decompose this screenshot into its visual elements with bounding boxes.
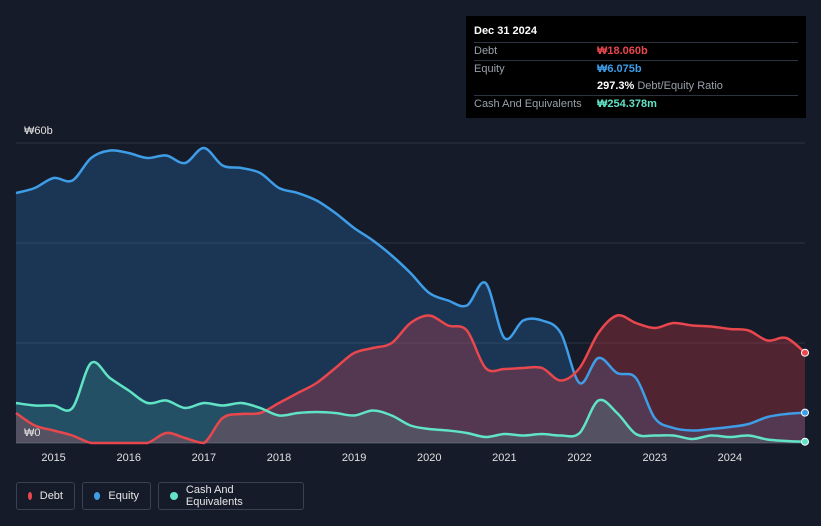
legend-item-cash[interactable]: Cash And Equivalents [158,482,304,510]
series-lines [15,146,806,445]
tooltip-row-equity: Equity ₩6.075b [474,60,798,78]
x-tick-label: 2023 [642,452,666,464]
grid-lines [16,142,805,444]
cash-and-equivalents-line [15,360,806,443]
legend-item-debt[interactable]: Debt [16,482,75,510]
debt-end-marker [801,348,809,357]
x-tick-label: 2021 [492,452,516,464]
cash-dot-icon [170,492,178,500]
series-end-markers [801,348,809,446]
tooltip-label: Equity [474,63,505,75]
x-tick-label: 2019 [342,452,366,464]
tooltip-cash-value: ₩254.378m [597,98,657,110]
data-tooltip: Dec 31 2024 Debt ₩18.060b Equity ₩6.075b… [466,16,806,118]
tooltip-label: Debt [474,45,498,57]
cash-and-equivalents-end-marker [801,437,809,446]
tooltip-row-cash: Cash And Equivalents ₩254.378m [474,95,798,113]
legend-label: Cash And Equivalents [185,484,243,508]
debt-area [16,315,805,443]
y-tick-label: ₩0 [24,427,41,439]
tooltip-date: Dec 31 2024 [474,25,537,37]
cash-and-equivalents-area [16,362,805,443]
tooltip-label [474,78,597,95]
legend-label: Equity [108,490,139,502]
debt-line [15,314,806,445]
legend-item-equity[interactable]: Equity [82,482,151,510]
x-tick-label: 2016 [116,452,140,464]
series-areas [16,147,805,444]
tooltip-ratio-value: 297.3% [597,80,635,92]
equity-area [16,147,805,444]
tooltip-equity-value: ₩6.075b [597,63,642,75]
tooltip-debt-value: ₩18.060b [597,45,648,57]
x-tick-label: 2018 [267,452,291,464]
equity-line [15,146,806,432]
debt-dot-icon [28,492,32,500]
tooltip-label: Cash And Equivalents [474,98,582,110]
x-tick-label: 2022 [567,452,591,464]
equity-end-marker [801,408,809,417]
y-tick-label: ₩60b [24,125,53,137]
tooltip-ratio-label: Debt/Equity Ratio [637,80,723,92]
tooltip-row-ratio: 297.3% Debt/Equity Ratio [474,78,798,95]
axis-tick-labels: ₩60b ₩0 2015 2016 2017 2018 2019 2020 2021 2022 20… [24,125,742,464]
equity-dot-icon [94,492,101,500]
x-tick-label: 2024 [718,452,742,464]
x-tick-label: 2017 [192,452,216,464]
tooltip-row-debt: Debt ₩18.060b [474,42,798,60]
x-tick-label: 2015 [41,452,65,464]
legend-label: Debt [39,490,63,502]
x-tick-label: 2020 [417,452,441,464]
